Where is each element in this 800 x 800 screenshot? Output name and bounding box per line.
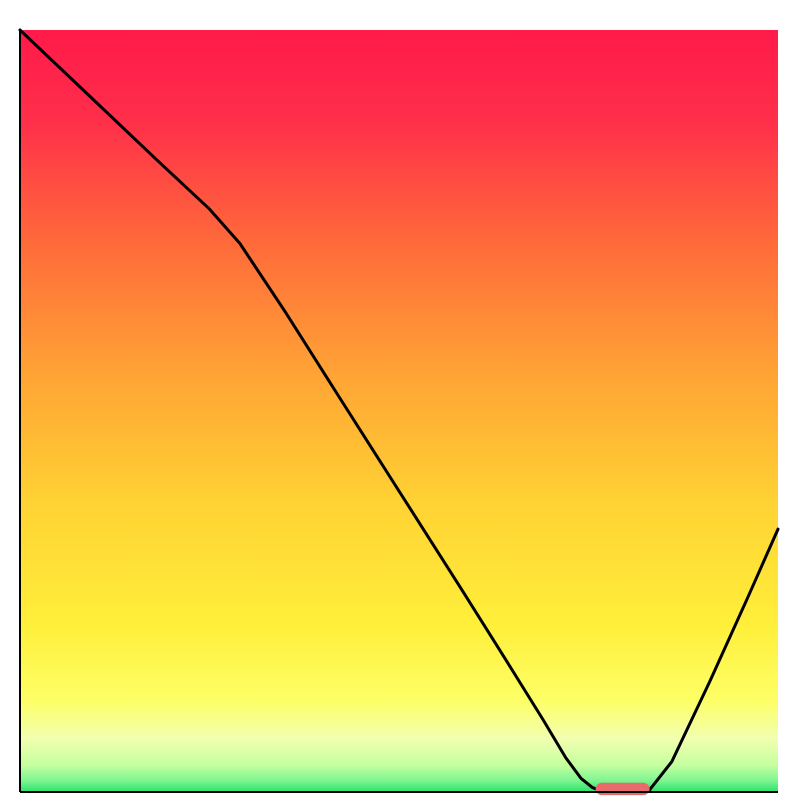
chart-container: TheBottleneck.com: [0, 0, 800, 800]
gradient-background: [20, 30, 778, 792]
bottleneck-curve-plot: [0, 0, 800, 800]
